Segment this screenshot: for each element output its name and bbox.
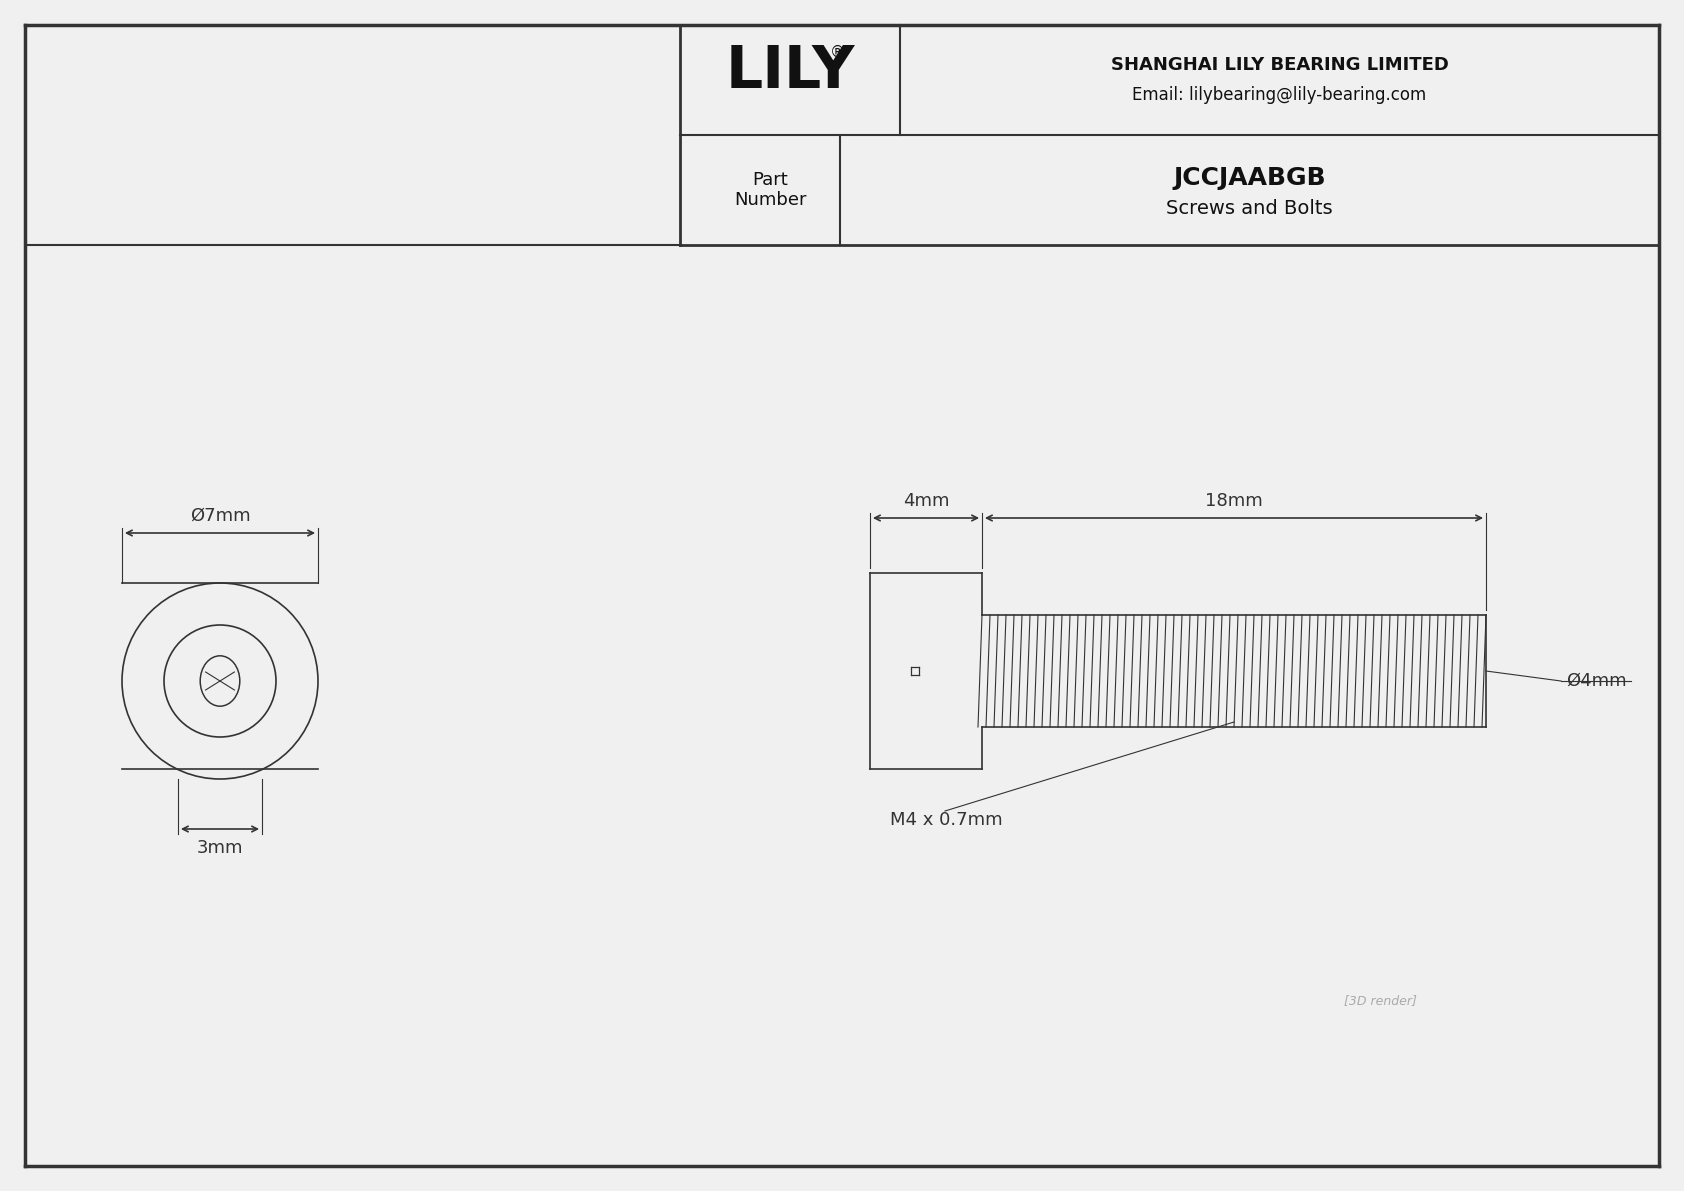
Text: Part
Number: Part Number bbox=[734, 170, 807, 210]
Text: [3D render]: [3D render] bbox=[1344, 994, 1416, 1008]
Text: Screws and Bolts: Screws and Bolts bbox=[1167, 199, 1332, 218]
Text: ®: ® bbox=[830, 44, 845, 60]
Text: M4 x 0.7mm: M4 x 0.7mm bbox=[891, 811, 1002, 829]
Text: SHANGHAI LILY BEARING LIMITED: SHANGHAI LILY BEARING LIMITED bbox=[1110, 56, 1448, 74]
Text: LILY: LILY bbox=[726, 44, 855, 100]
Text: 18mm: 18mm bbox=[1206, 492, 1263, 510]
Text: 3mm: 3mm bbox=[197, 838, 242, 858]
Text: Ø4mm: Ø4mm bbox=[1566, 672, 1627, 690]
Text: Email: lilybearing@lily-bearing.com: Email: lilybearing@lily-bearing.com bbox=[1132, 86, 1426, 104]
Text: Ø7mm: Ø7mm bbox=[190, 507, 251, 525]
Text: 4mm: 4mm bbox=[903, 492, 950, 510]
Text: JCCJAABGB: JCCJAABGB bbox=[1174, 166, 1325, 191]
